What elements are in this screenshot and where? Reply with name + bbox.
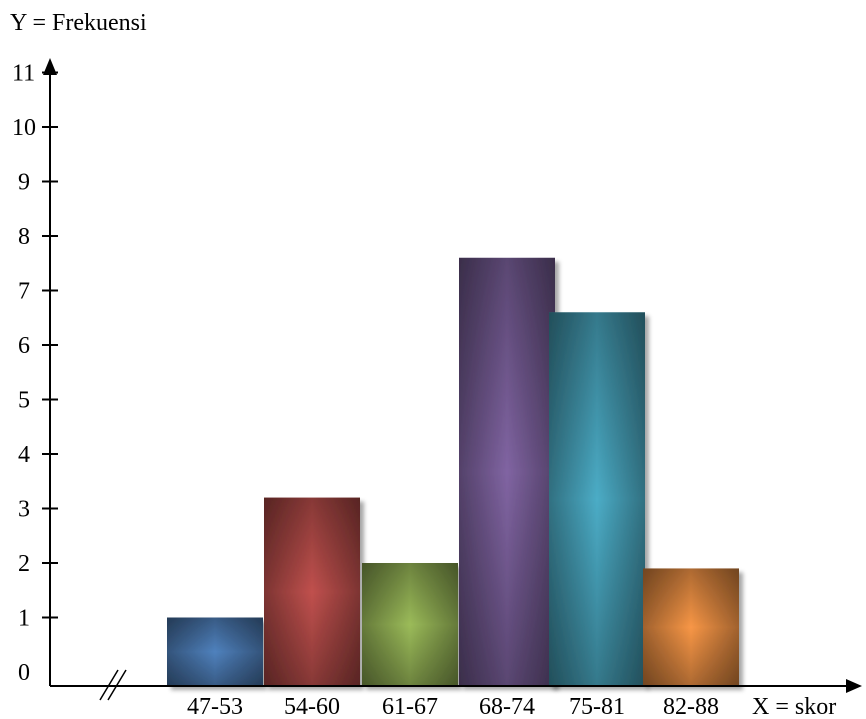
bar-82-88 (643, 568, 739, 686)
y-axis-arrow-icon (43, 58, 57, 75)
x-axis-arrow-icon (846, 679, 862, 693)
bars-group (167, 257, 739, 686)
bar-68-74 (459, 257, 555, 686)
y-tick-label: 10 (12, 115, 36, 141)
y-tick-label: 2 (18, 551, 30, 577)
y-tick-label: 6 (18, 333, 30, 359)
y-tick-label: 8 (18, 224, 30, 250)
y-tick-label: 5 (18, 388, 30, 414)
x-axis-title: X = skor (752, 694, 836, 719)
y-tick-label: 4 (18, 442, 30, 468)
y-tick-label: 7 (18, 279, 30, 305)
x-tick-label: 61-67 (382, 694, 438, 719)
x-tick-label: 75-81 (569, 694, 625, 719)
x-tick-label: 68-74 (479, 694, 535, 719)
x-tick-label: 54-60 (284, 694, 340, 719)
y-tick-label: 11 (12, 61, 35, 87)
bar-75-81 (549, 312, 645, 686)
x-tick-label: 82-88 (663, 694, 719, 719)
y-tick-label: 1 (18, 606, 30, 632)
y-axis-title: Y = Frekuensi (10, 10, 147, 36)
bar-61-67 (362, 563, 458, 686)
bar-47-53 (167, 617, 263, 686)
y-tick-label: 9 (18, 170, 30, 196)
y-ticks-group: 0 1 2 3 4 5 6 7 8 9 10 11 (12, 61, 58, 686)
axis-break-icon (99, 669, 127, 701)
x-tick-label: 47-53 (187, 694, 243, 719)
y-tick-label: 0 (18, 660, 30, 686)
x-ticks-group: 47-53 54-60 61-67 68-74 75-81 82-88 (187, 694, 719, 719)
y-tick-label: 3 (18, 497, 30, 523)
bar-54-60 (264, 497, 360, 686)
